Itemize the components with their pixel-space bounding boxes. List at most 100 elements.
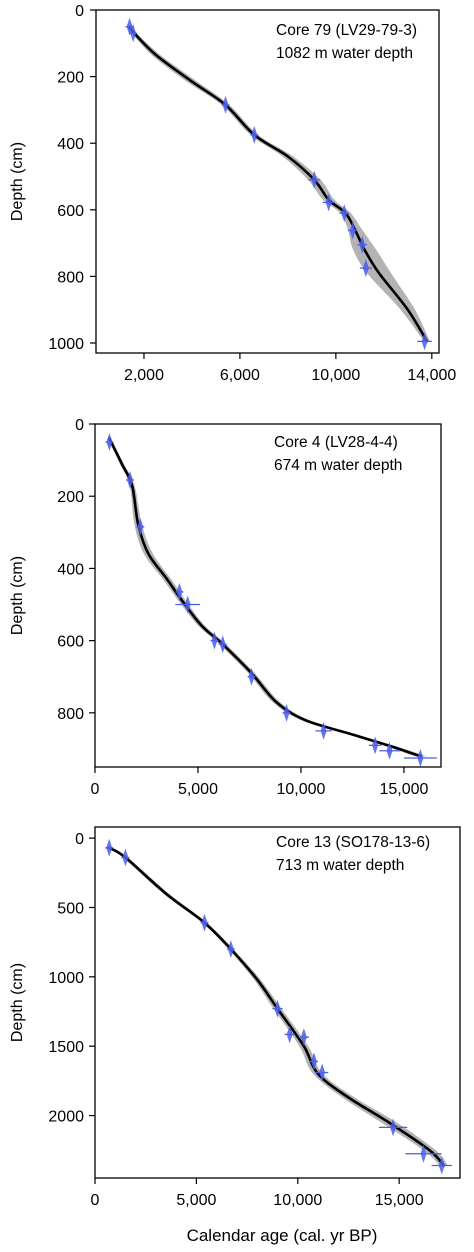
date-marker [175, 582, 184, 601]
date-probability-shape [311, 170, 318, 189]
core-label: Core 13 (SO178-13-6) [276, 834, 430, 851]
date-marker [403, 748, 437, 767]
date-marker [378, 1118, 408, 1137]
date-marker [247, 667, 256, 686]
y-tick-label: 600 [57, 203, 84, 220]
date-marker [221, 95, 230, 114]
date-marker [136, 517, 145, 536]
date-marker [417, 332, 432, 351]
date-marker [308, 170, 321, 189]
date-probability-shape [127, 470, 134, 489]
date-probability-shape [311, 1052, 317, 1071]
date-marker [316, 1063, 329, 1082]
water-depth-label: 1082 m water depth [276, 45, 413, 62]
chart-panel-3: 0 500 1000 1500 2000 0 5,000 10,000 15,000 Depth … [9, 826, 461, 1209]
date-marker [315, 721, 332, 740]
date-marker [218, 635, 227, 654]
x-tick-label: 10,000 [311, 367, 360, 384]
y-tick-label: 400 [57, 561, 84, 578]
date-marker [129, 24, 138, 43]
date-marker [272, 999, 283, 1018]
x-tick-label: 10,000 [273, 1192, 322, 1209]
x-tick-label: 5,000 [176, 1192, 216, 1209]
date-probability-shape [319, 1063, 326, 1082]
date-probability-shape [420, 1144, 427, 1163]
date-probability-shape [417, 748, 424, 767]
date-marker [121, 848, 130, 867]
date-probability-shape [219, 635, 226, 654]
date-probability-shape [248, 667, 255, 686]
date-probability-shape [201, 913, 208, 932]
date-marker [282, 703, 291, 722]
date-marker [200, 913, 209, 932]
date-probability-shape [211, 631, 218, 650]
date-marker [226, 940, 235, 959]
date-marker [284, 1025, 295, 1044]
core-label: Core 79 (LV29-79-3) [276, 22, 417, 39]
y-tick-label: 800 [57, 269, 84, 286]
date-probability-shape [222, 95, 229, 114]
date-marker [357, 235, 368, 254]
core-label: Core 4 (LV28-4-4) [274, 434, 398, 451]
date-probability-shape [130, 24, 137, 43]
y-tick-label: 600 [57, 634, 84, 651]
date-probability-shape [359, 235, 366, 254]
confidence-envelope [107, 438, 427, 757]
date-probability-shape [106, 838, 113, 857]
date-probability-shape [349, 221, 356, 240]
x-tick-label: 15,000 [379, 781, 428, 798]
date-marker [126, 470, 135, 489]
date-marker [347, 221, 358, 240]
date-probability-shape [184, 595, 191, 614]
date-probability-shape [283, 703, 290, 722]
date-probability-shape [274, 999, 281, 1018]
date-probability-shape [137, 517, 144, 536]
chart-panel-1: 0 200 400 600 800 1000 2,000 6,000 10,000 14,000 D… [9, 3, 456, 384]
water-depth-label: 674 m water depth [274, 457, 402, 474]
date-probability-shape [390, 1118, 397, 1137]
date-probability-shape [320, 721, 327, 740]
date-probability-shape [227, 940, 234, 959]
x-tick-label: 5,000 [178, 781, 218, 798]
date-probability-shape [372, 736, 379, 755]
date-marker [368, 736, 382, 755]
date-marker [250, 125, 259, 144]
age-model-line [128, 25, 429, 343]
y-axis-label: Depth (cm) [9, 556, 26, 635]
date-marker [405, 1144, 442, 1163]
date-probability-shape [341, 204, 348, 223]
y-tick-label: 0 [75, 417, 84, 434]
date-probability-shape [251, 125, 258, 144]
x-tick-label: 2,000 [124, 367, 164, 384]
y-tick-label: 500 [57, 900, 84, 917]
x-tick-label: 15,000 [375, 1192, 424, 1209]
date-marker [431, 1156, 452, 1175]
date-probability-shape [300, 1028, 307, 1047]
age-model-line [108, 437, 422, 758]
date-marker [175, 595, 201, 614]
date-marker [379, 741, 400, 760]
plot-frame [95, 9, 440, 354]
y-axis-label: Depth (cm) [9, 142, 26, 221]
y-tick-label: 1500 [48, 1039, 84, 1056]
date-probability-shape [438, 1156, 445, 1175]
date-probability-shape [286, 1025, 293, 1044]
x-tick-label: 6,000 [220, 367, 260, 384]
plot-frame [94, 826, 461, 1179]
x-tick-label: 0 [91, 1192, 100, 1209]
water-depth-label: 713 m water depth [276, 857, 404, 874]
y-tick-label: 200 [57, 489, 84, 506]
y-tick-label: 0 [75, 3, 84, 20]
date-marker [359, 259, 372, 278]
y-tick-label: 2000 [48, 1109, 84, 1126]
date-marker [298, 1028, 309, 1047]
x-tick-label: 10,000 [276, 781, 325, 798]
date-marker [339, 204, 350, 223]
x-axis-label: Calendar age (cal. yr BP) [187, 1226, 378, 1245]
y-tick-label: 200 [57, 70, 84, 87]
date-probability-shape [325, 193, 332, 212]
date-probability-shape [421, 332, 428, 351]
plot-frame [94, 423, 442, 768]
y-tick-label: 1000 [48, 336, 84, 353]
